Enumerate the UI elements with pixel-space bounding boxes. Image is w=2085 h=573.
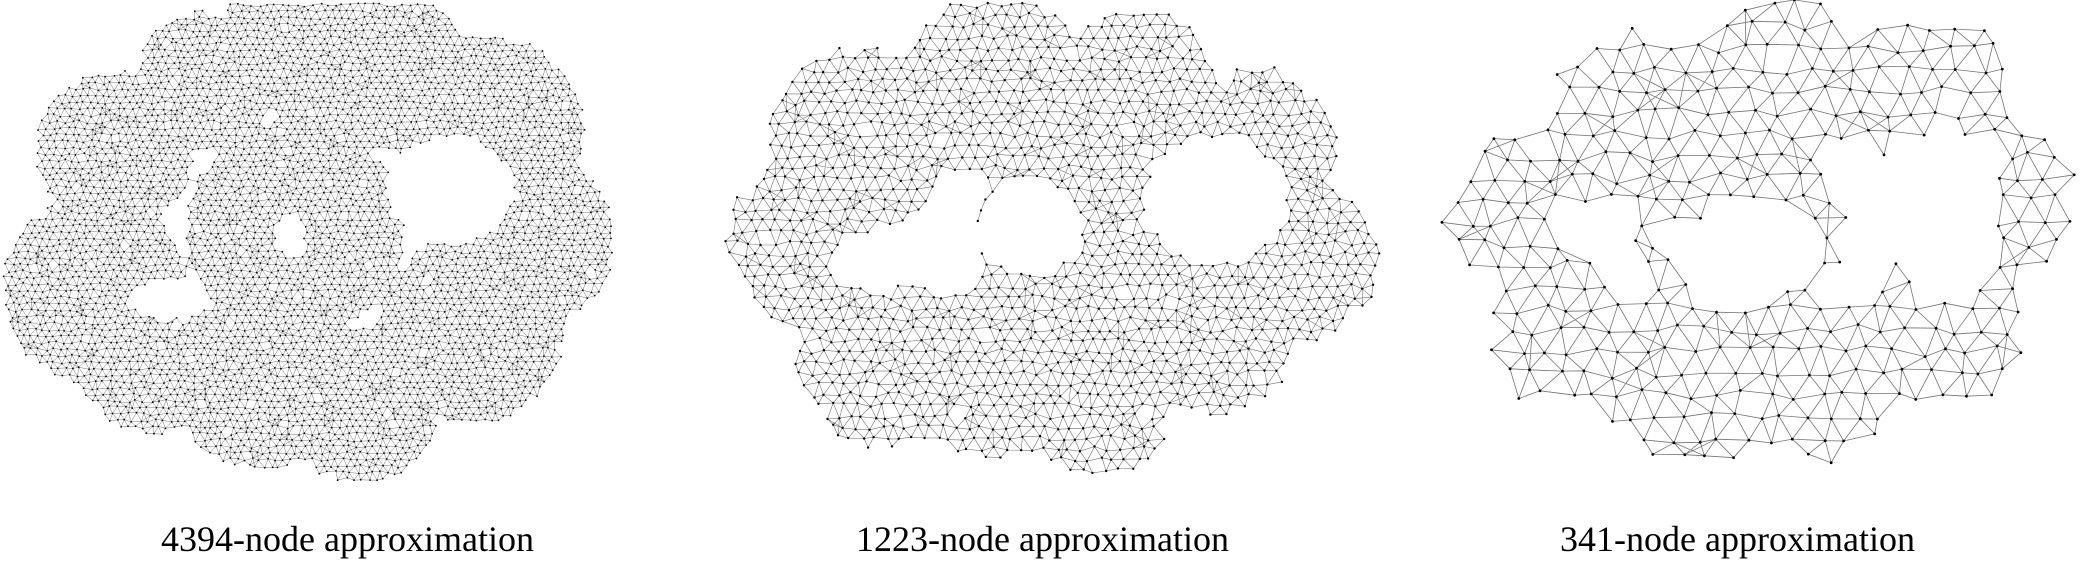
- mesh-edges: [3, 3, 613, 481]
- mesh-caption-3: 341-node approximation: [1560, 519, 1915, 559]
- mesh-edges: [1441, 0, 2075, 464]
- mesh-graph-2: [724, 1, 1381, 475]
- mesh-panel-1: 4394-node approximation: [0, 0, 695, 573]
- mesh-edges: [725, 2, 1380, 474]
- mesh-panel-3: 341-node approximation: [1390, 0, 2085, 573]
- mesh-nodes: [1440, 0, 2076, 465]
- mesh-graph-1: [2, 2, 613, 482]
- mesh-graph-3: [1440, 0, 2076, 465]
- mesh-panel-2: 1223-node approximation: [695, 0, 1390, 573]
- mesh-caption-1: 4394-node approximation: [161, 519, 534, 559]
- mesh-caption-2: 1223-node approximation: [856, 519, 1229, 559]
